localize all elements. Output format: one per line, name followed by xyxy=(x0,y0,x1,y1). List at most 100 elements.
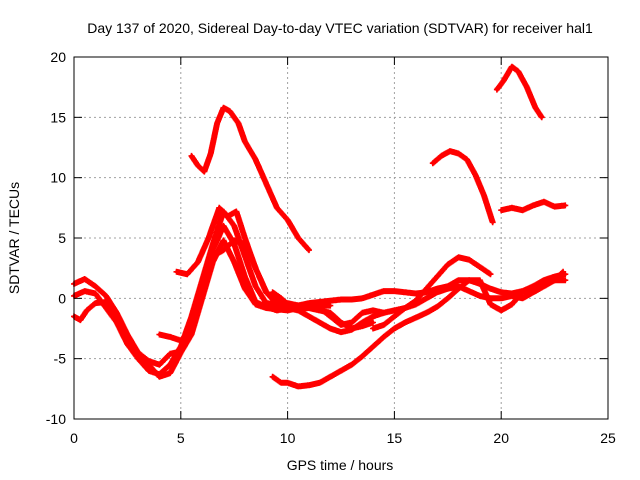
data-point xyxy=(435,275,439,279)
data-point xyxy=(478,265,482,269)
data-point xyxy=(510,302,514,306)
data-point xyxy=(243,287,247,291)
chart-title: Day 137 of 2020, Sidereal Day-to-day VTE… xyxy=(87,20,593,36)
data-point xyxy=(296,308,300,312)
data-point xyxy=(499,290,503,294)
data-point xyxy=(482,194,486,198)
data-point xyxy=(307,248,311,252)
data-point xyxy=(196,260,200,264)
data-point xyxy=(540,115,544,119)
data-point xyxy=(221,106,226,110)
data-point xyxy=(521,208,525,212)
data-point xyxy=(93,284,97,288)
data-point xyxy=(491,220,495,224)
data-point xyxy=(424,296,428,300)
data-point xyxy=(83,277,87,281)
data-point xyxy=(275,206,279,210)
data-point xyxy=(215,121,219,125)
data-point xyxy=(542,200,546,204)
data-point xyxy=(243,139,247,144)
data-point xyxy=(467,278,471,282)
data-point xyxy=(85,308,89,312)
data-point xyxy=(307,301,311,305)
data-point xyxy=(392,289,396,293)
data-point xyxy=(254,158,258,162)
data-point xyxy=(115,320,119,325)
data-point xyxy=(243,275,247,279)
data-point xyxy=(211,248,215,252)
data-point xyxy=(563,278,567,282)
data-point xyxy=(318,320,322,325)
data-point xyxy=(403,306,407,310)
data-point xyxy=(286,302,290,306)
data-point xyxy=(93,291,97,296)
data-point xyxy=(478,294,482,298)
data-point xyxy=(168,352,172,356)
data-point xyxy=(531,203,535,207)
data-point xyxy=(271,290,275,294)
data-point xyxy=(200,290,204,294)
data-point xyxy=(360,296,364,300)
data-point xyxy=(488,287,493,291)
data-point xyxy=(542,282,546,286)
data-point xyxy=(371,314,375,318)
data-point xyxy=(307,314,311,318)
data-point xyxy=(147,363,151,367)
data-point xyxy=(435,287,439,291)
x-tick-label: 15 xyxy=(387,430,403,446)
series-arc-13 xyxy=(498,198,569,214)
data-point xyxy=(510,206,514,210)
data-point xyxy=(168,363,172,367)
data-point xyxy=(189,332,194,337)
data-point xyxy=(371,345,375,349)
data-point xyxy=(217,206,221,210)
data-point xyxy=(431,161,435,165)
data-point xyxy=(286,218,290,222)
y-tick-label: 10 xyxy=(50,170,66,186)
data-point xyxy=(125,342,129,346)
data-point xyxy=(488,302,493,306)
data-point xyxy=(414,316,418,320)
data-point xyxy=(371,293,375,297)
y-tick-label: 20 xyxy=(50,49,66,65)
data-point xyxy=(232,260,236,264)
data-point xyxy=(264,182,268,186)
x-tick-label: 0 xyxy=(70,430,78,446)
data-point xyxy=(93,301,97,305)
data-point xyxy=(360,354,364,358)
data-point xyxy=(435,305,439,309)
data-point xyxy=(318,300,322,304)
data-point xyxy=(271,375,275,379)
data-point xyxy=(465,158,469,162)
data-point xyxy=(78,318,82,322)
y-tick-label: 5 xyxy=(58,230,66,246)
data-point xyxy=(179,339,183,343)
x-tick-label: 25 xyxy=(600,430,616,446)
data-point xyxy=(296,384,300,388)
data-point xyxy=(207,236,211,240)
data-point xyxy=(446,262,450,267)
data-point xyxy=(392,326,396,331)
data-point xyxy=(553,205,557,209)
data-point xyxy=(360,320,364,325)
data-point xyxy=(382,323,386,327)
data-point xyxy=(501,79,505,83)
data-point xyxy=(510,291,514,296)
data-point xyxy=(456,255,461,259)
data-point xyxy=(424,287,428,291)
data-point xyxy=(168,335,172,339)
data-point xyxy=(157,332,161,337)
data-point xyxy=(456,278,461,282)
data-point xyxy=(243,236,247,240)
data-point xyxy=(339,297,343,302)
data-point xyxy=(328,375,332,379)
data-point xyxy=(221,224,226,228)
data-point xyxy=(439,154,443,158)
data-point xyxy=(382,311,386,315)
data-point xyxy=(328,299,332,303)
data-point xyxy=(510,65,514,69)
y-axis-label: SDTVAR / TECUs xyxy=(6,182,22,294)
data-point xyxy=(371,320,375,325)
data-point xyxy=(446,296,450,300)
